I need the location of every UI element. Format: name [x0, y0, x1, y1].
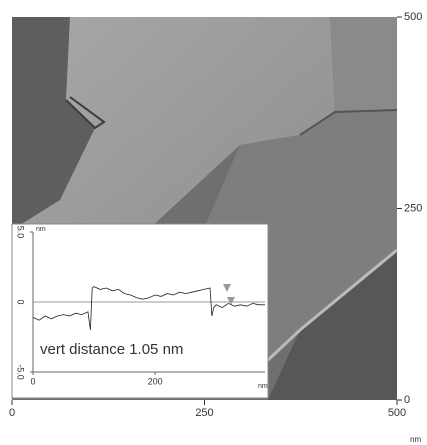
y-tick-label: 0 — [16, 299, 26, 304]
annotation: vert distance 1.05 nm — [40, 341, 183, 358]
y-tick-label: 250 — [404, 202, 422, 214]
y-unit: nm — [36, 226, 46, 233]
x-tick-label: 0 — [30, 376, 35, 386]
y-tick-label: 0 — [404, 394, 410, 406]
x-tick-label: 500 — [388, 407, 406, 419]
profile-line — [32, 286, 265, 331]
inset — [11, 223, 269, 399]
y-tick-label: 5.0 — [16, 226, 26, 239]
y-tick-label: -5.0 — [16, 364, 26, 380]
y-tick-label: 500 — [404, 11, 422, 23]
x-tick-label: 200 — [148, 376, 163, 386]
x-tick-label: 0 — [9, 407, 15, 419]
x-tick-label: 250 — [195, 407, 213, 419]
x-unit: nm — [258, 383, 268, 390]
x-unit: nm — [410, 435, 421, 444]
